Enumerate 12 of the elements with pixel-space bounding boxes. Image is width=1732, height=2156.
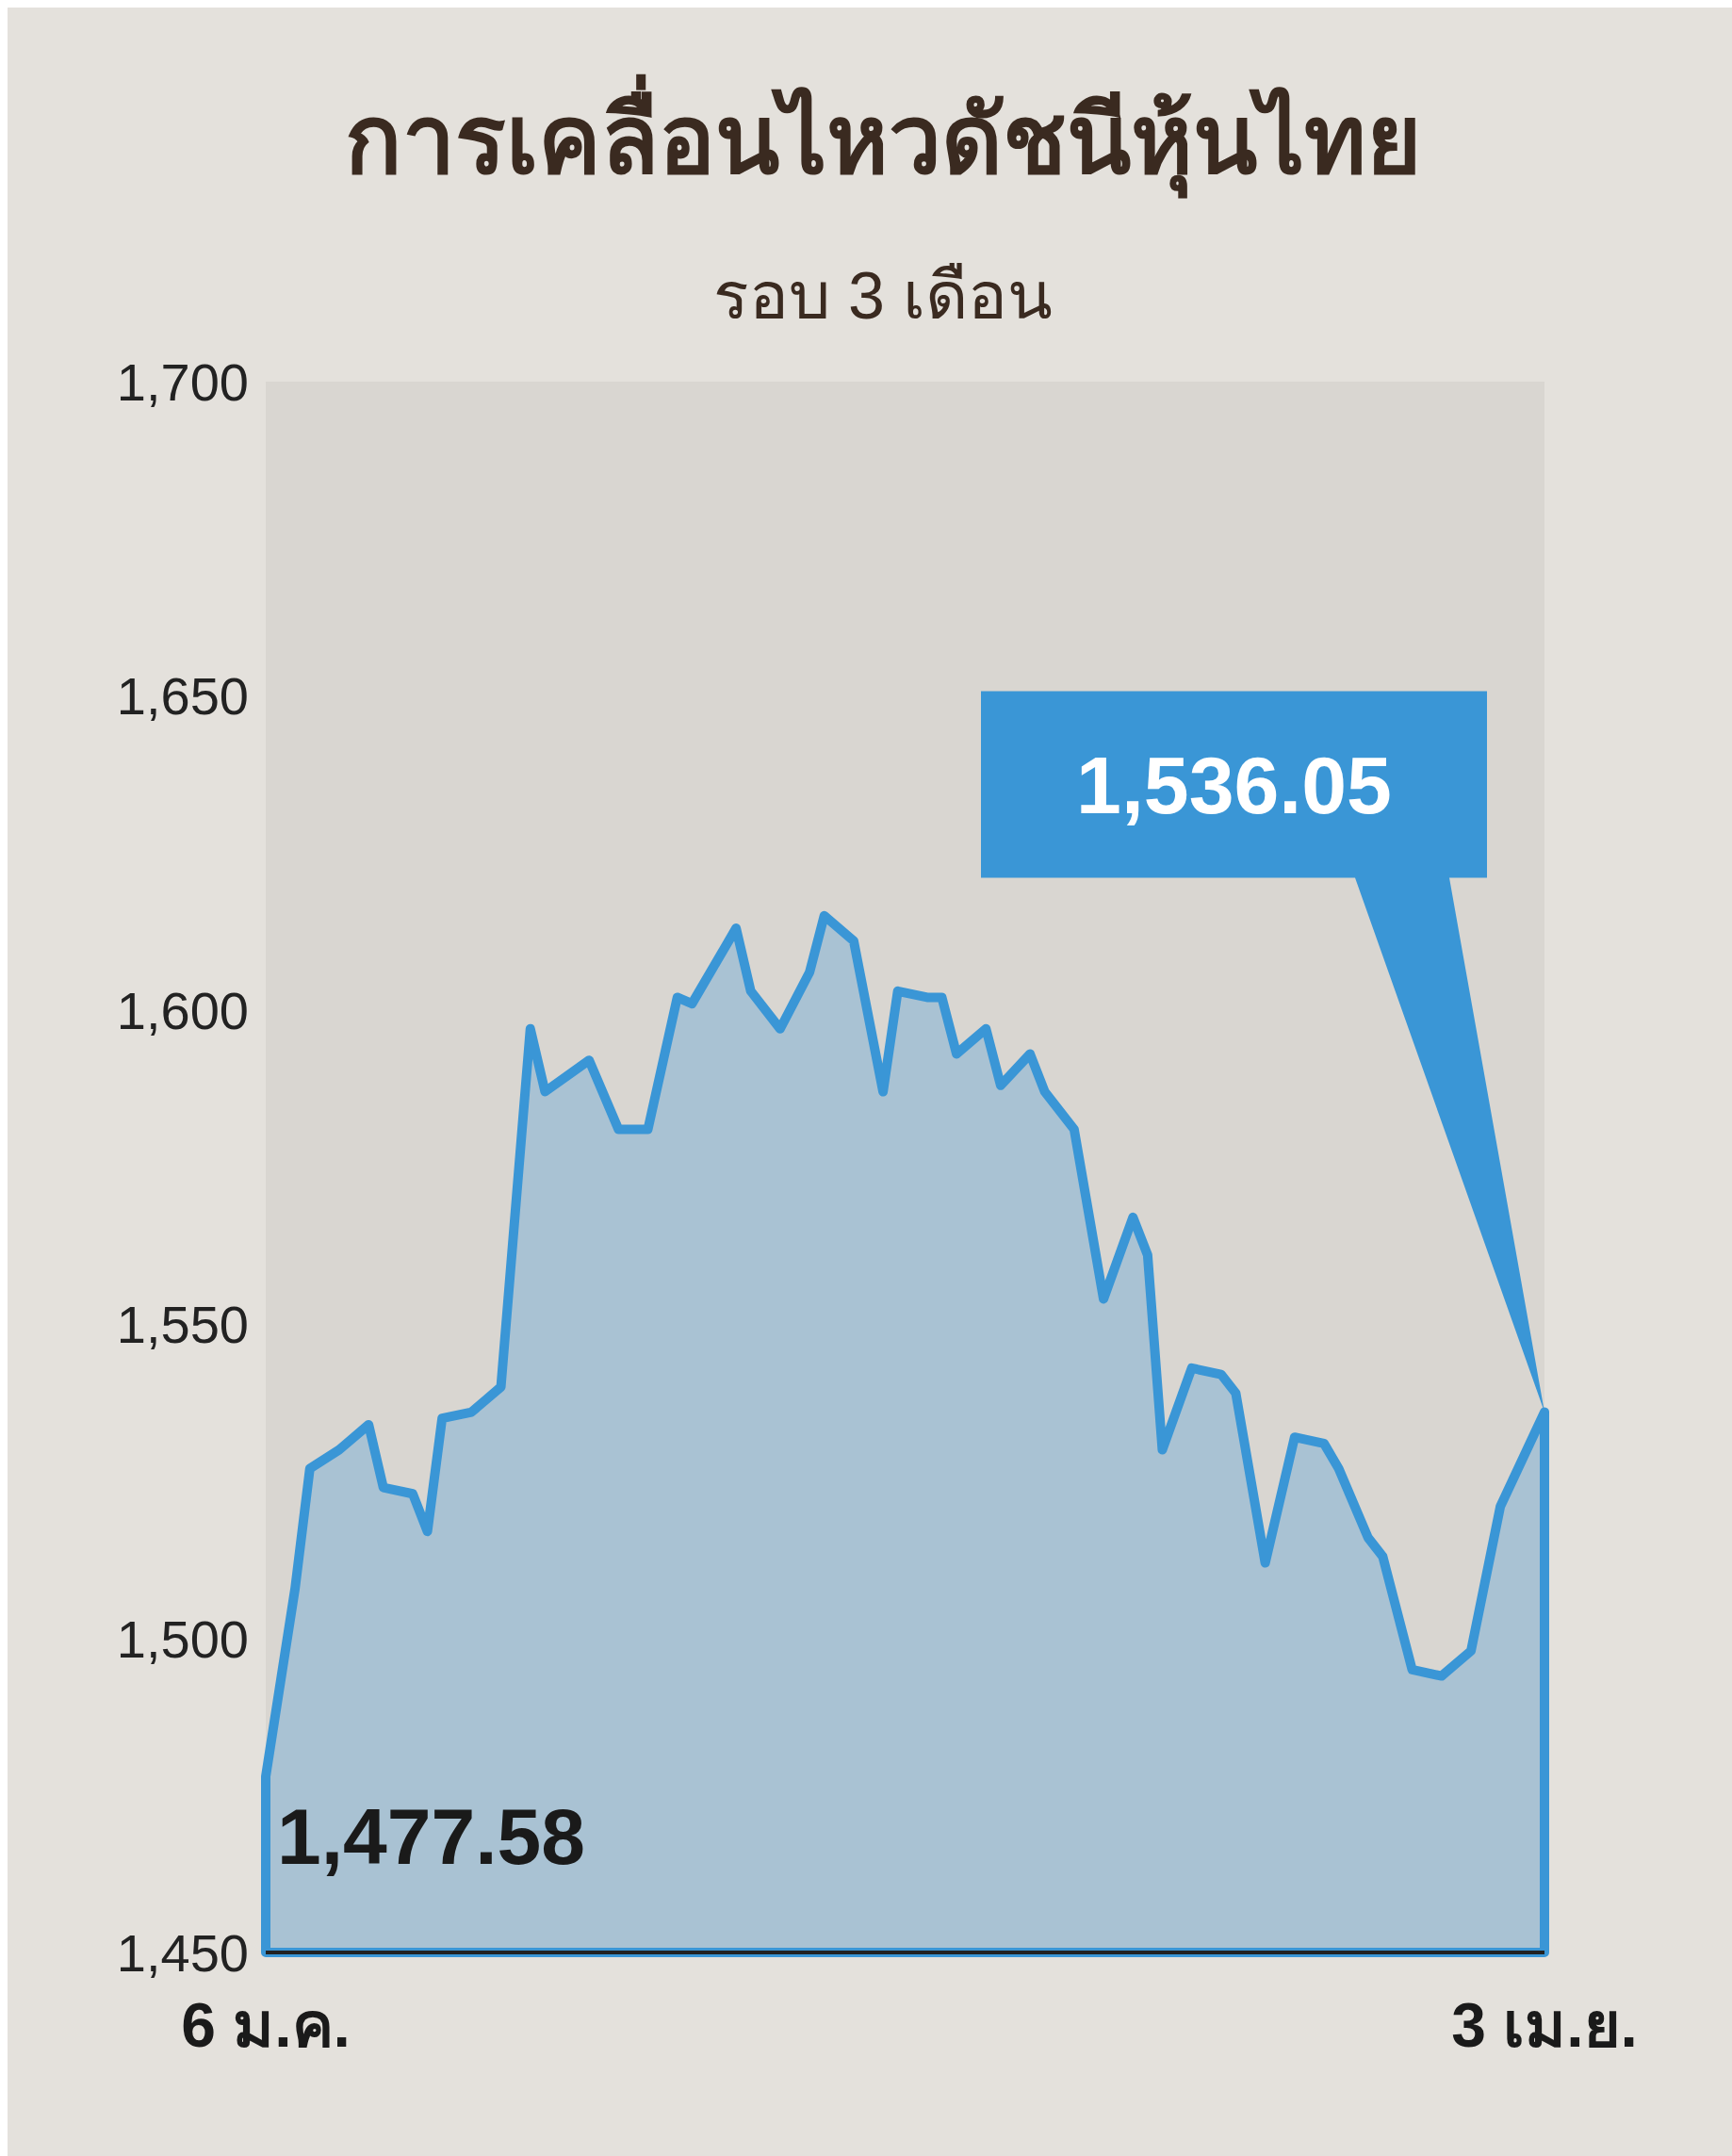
y-tick-label: 1,700 — [116, 352, 249, 412]
y-tick-label: 1,450 — [116, 1923, 249, 1983]
x-tick-label: 3 เม.ย. — [1451, 1990, 1638, 2060]
y-tick-label: 1,600 — [116, 980, 249, 1040]
x-tick-label: 6 ม.ค. — [181, 1990, 351, 2060]
y-tick-label: 1,650 — [116, 666, 249, 727]
y-tick-label: 1,550 — [116, 1295, 249, 1355]
chart-subtitle: รอบ 3 เดือน — [712, 259, 1054, 333]
y-tick-label: 1,500 — [116, 1609, 249, 1669]
annotation: 1,536.05 — [1076, 739, 1392, 830]
annotation: 1,477.58 — [277, 1792, 585, 1882]
chart-title: การเคลื่อนไหวดัชนีหุ้นไทย — [344, 74, 1422, 199]
